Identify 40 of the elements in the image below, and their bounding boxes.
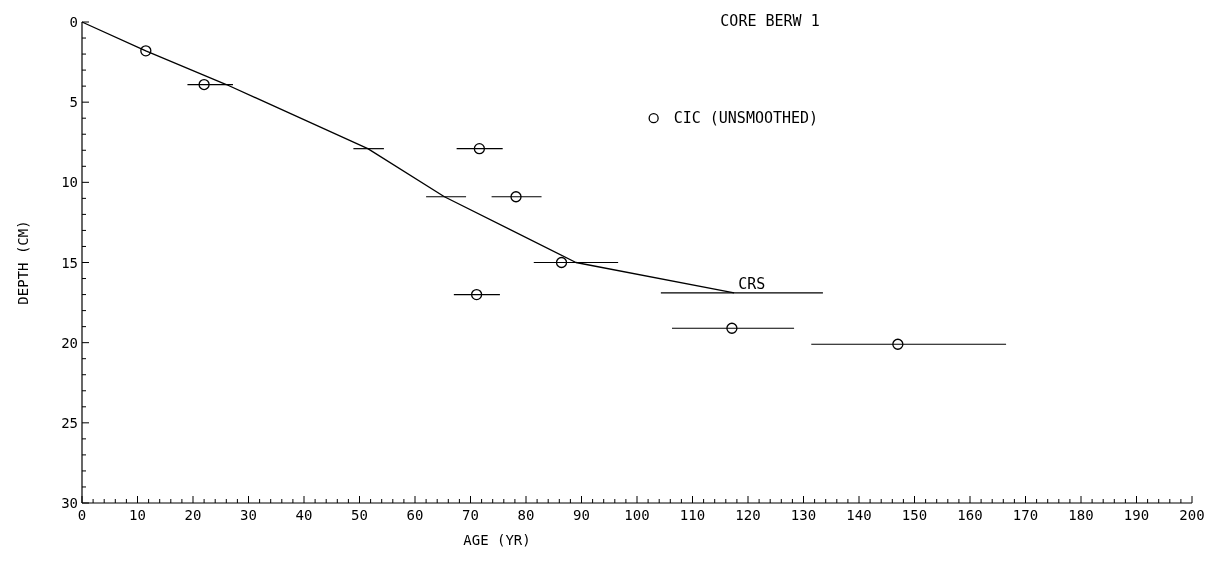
- x-tick-label: 150: [901, 507, 928, 523]
- x-tick-label: 30: [240, 507, 257, 523]
- point: [510, 191, 522, 203]
- x-tick-label: 70: [462, 507, 479, 523]
- y-tick-label: 10: [61, 174, 78, 191]
- x-tick-label: 60: [406, 507, 424, 523]
- y-tick-label: 25: [61, 414, 78, 431]
- x-tick-label: 100: [624, 507, 650, 523]
- legend-label: CIC (UNSMOOTHED): [673, 109, 819, 128]
- point: [470, 288, 483, 301]
- point: [473, 143, 486, 155]
- y-tick-label: 15: [61, 254, 78, 271]
- x-tick-label: 130: [790, 507, 817, 523]
- y-axis-title: DEPTH (CM): [15, 220, 31, 305]
- x-tick-label: 50: [351, 507, 368, 523]
- y-tick-label: 0: [69, 14, 78, 30]
- x-tick-label: 110: [679, 507, 706, 523]
- x-tick-label: 140: [846, 507, 872, 523]
- point: [555, 256, 568, 269]
- x-tick-label: 20: [184, 507, 202, 523]
- y-tick-label: 5: [69, 94, 78, 111]
- x-axis-title: AGE (YR): [463, 532, 531, 548]
- x-tick-label: 120: [735, 507, 761, 523]
- y-tick-label: 20: [61, 334, 78, 351]
- x-tick-label: 170: [1012, 507, 1039, 523]
- x-tick-label: 200: [1179, 507, 1205, 523]
- x-tick-label: 190: [1123, 507, 1150, 523]
- point: [726, 322, 738, 334]
- chart-title: CORE BERW 1: [720, 12, 820, 30]
- x-tick-label: 180: [1068, 507, 1094, 523]
- point: [892, 338, 904, 350]
- x-tick-label: 90: [573, 507, 590, 523]
- y-tick-label: 30: [61, 495, 78, 511]
- x-tick-label: 80: [517, 507, 535, 523]
- x-tick-label: 160: [957, 507, 983, 523]
- point: [198, 78, 210, 91]
- point: [140, 45, 152, 57]
- x-tick-label: 40: [295, 507, 313, 523]
- series-label: CRS: [738, 274, 766, 293]
- x-tick-label: 10: [129, 507, 146, 523]
